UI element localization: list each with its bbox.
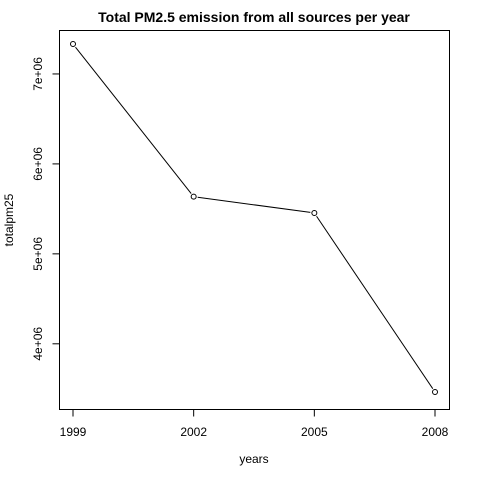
data-point: [190, 193, 197, 200]
series-line-segment: [316, 215, 434, 389]
series-line-segment: [197, 196, 311, 213]
data-point: [432, 389, 438, 395]
y-axis-title: totalpm25: [2, 193, 16, 246]
x-tick-label: 2008: [422, 425, 449, 439]
x-tick-label: 2002: [180, 425, 207, 439]
x-axis-title: years: [239, 452, 268, 466]
y-tick-label: 6e+06: [31, 147, 45, 181]
x-tick-label: 1999: [60, 425, 87, 439]
y-tick-label: 7e+06: [31, 57, 45, 91]
x-axis: 1999 2002 2005 2008: [60, 409, 449, 439]
series-totalpm25: [70, 41, 438, 395]
x-tick-label: 2005: [301, 425, 328, 439]
y-axis: 4e+06 5e+06 6e+06 7e+06: [31, 57, 60, 361]
y-tick-label: 5e+06: [31, 237, 45, 271]
data-point: [311, 209, 318, 216]
chart-title: Total PM2.5 emission from all sources pe…: [98, 9, 410, 25]
series-line-segment: [75, 46, 192, 194]
data-point: [70, 41, 76, 47]
y-tick-label: 4e+06: [31, 327, 45, 361]
